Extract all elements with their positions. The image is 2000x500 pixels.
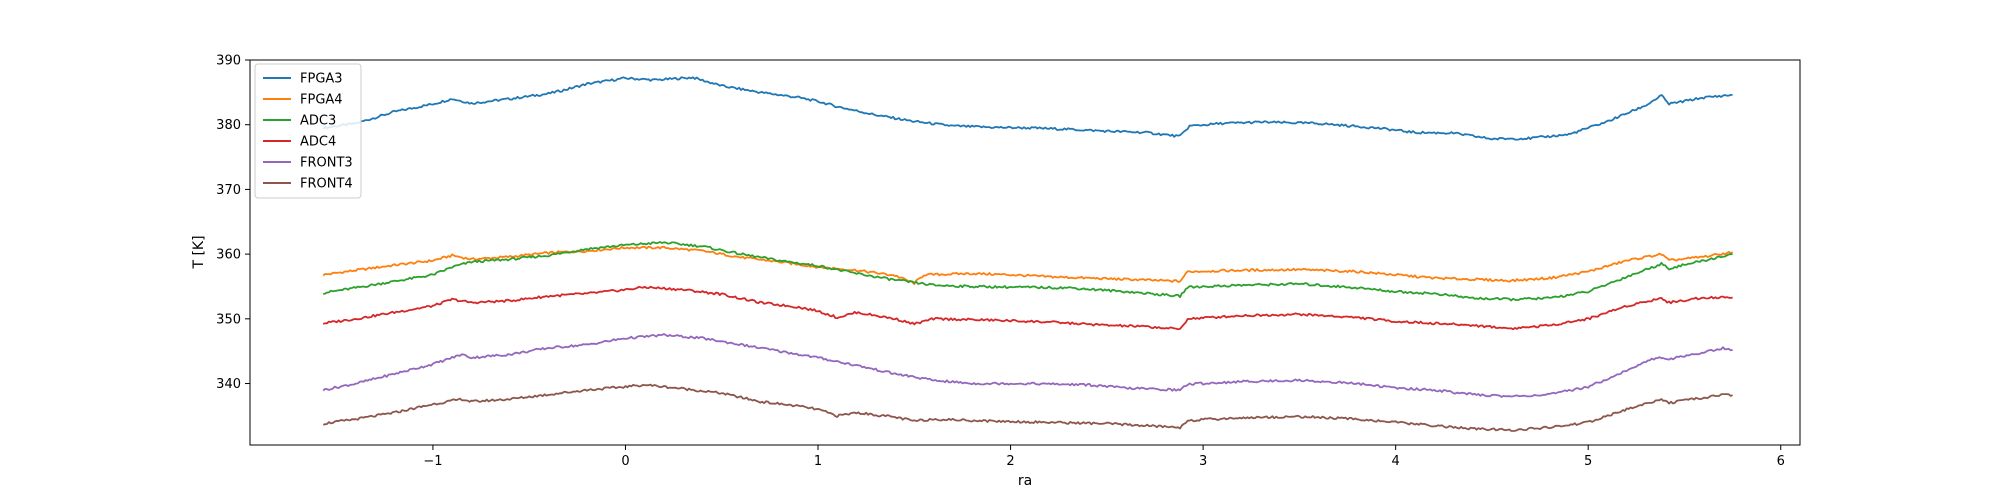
- y-tick-label: 360: [216, 248, 241, 263]
- legend-label-front4: FRONT4: [300, 177, 353, 192]
- series-line-front4: [322, 383, 1733, 432]
- x-axis-label: ra: [1018, 473, 1032, 489]
- legend-label-fpga4: FPGA4: [300, 93, 343, 108]
- legend-label-fpga3: FPGA3: [300, 72, 343, 87]
- x-tick-label: 0: [621, 454, 629, 469]
- series-line-front3: [322, 333, 1733, 398]
- y-tick-label: 380: [216, 118, 241, 133]
- x-tick-label: 3: [1199, 454, 1207, 469]
- y-axis-label: T [K]: [191, 235, 207, 269]
- series-line-adc4: [322, 285, 1733, 331]
- y-tick-label: 390: [216, 54, 241, 69]
- x-tick-label: 1: [814, 454, 822, 469]
- legend-label-adc4: ADC4: [300, 135, 336, 150]
- x-tick-label: −1: [423, 454, 442, 469]
- series-line-fpga3: [322, 76, 1733, 141]
- legend-label-adc3: ADC3: [300, 114, 336, 129]
- y-tick-label: 350: [216, 312, 241, 327]
- legend-label-front3: FRONT3: [300, 156, 353, 171]
- y-tick-label: 340: [216, 377, 241, 392]
- x-axis: −1 0 1 2 3 4 5 6: [423, 445, 1785, 469]
- x-tick-label: 4: [1392, 454, 1400, 469]
- series-line-adc3: [323, 241, 1733, 302]
- x-tick-label: 6: [1777, 454, 1785, 469]
- y-tick-label: 370: [216, 183, 241, 198]
- y-axis: 340 350 360 370 380 390: [216, 54, 250, 392]
- legend-box: [254, 63, 362, 199]
- x-tick-label: 5: [1584, 454, 1592, 469]
- series-layer: [322, 76, 1734, 432]
- series-line-fpga4: [322, 245, 1734, 286]
- axes-frame: [249, 59, 1801, 446]
- legend: FPGA3 FPGA4 ADC3 ADC4 FRONT3 FRONT4: [254, 63, 362, 199]
- x-tick-label: 2: [1006, 454, 1014, 469]
